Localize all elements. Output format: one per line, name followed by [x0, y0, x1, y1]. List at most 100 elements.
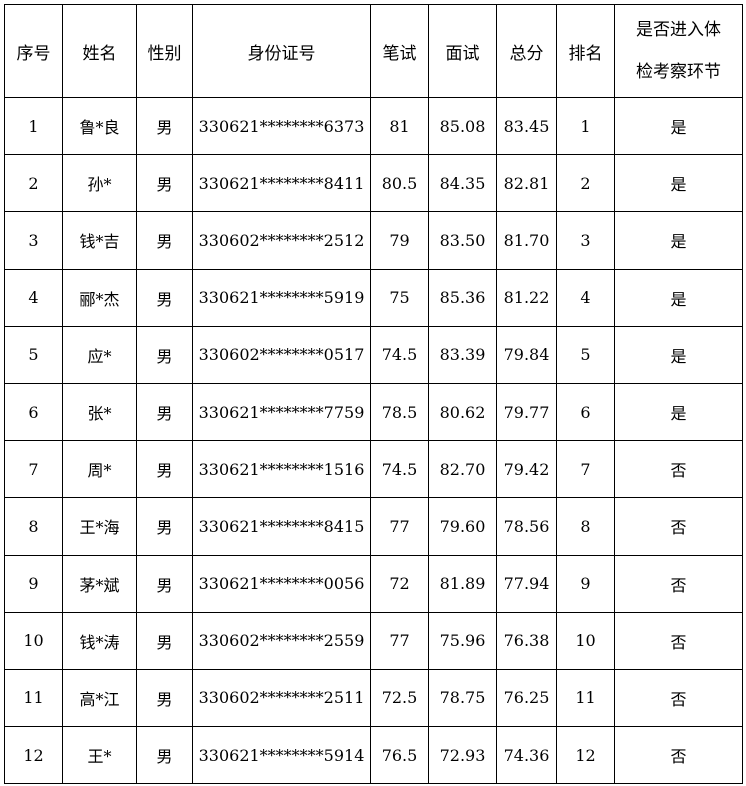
table-cell: 83.39	[428, 325, 497, 384]
table-cell: 85.08	[428, 96, 497, 156]
table-cell: 76.25	[496, 668, 557, 728]
table-cell: 83.50	[428, 211, 497, 270]
table-cell: 72.93	[428, 726, 497, 785]
table-cell: 3	[4, 211, 63, 270]
table-cell: 钱*吉	[62, 211, 137, 270]
table-cell: 是	[614, 154, 743, 213]
table-cell: 79	[370, 211, 429, 270]
table-cell: 王*	[62, 726, 137, 785]
header-text: 是否进入体检考察环节	[635, 20, 721, 82]
table-cell: 12	[4, 726, 63, 785]
table-cell: 男	[136, 96, 193, 156]
table-cell: 76.5	[370, 726, 429, 785]
table-cell: 男	[136, 440, 193, 499]
table-cell: 是	[614, 268, 743, 327]
header-text: 序号	[16, 43, 51, 64]
table-cell: 85.36	[428, 268, 497, 327]
table-cell: 男	[136, 325, 193, 384]
table-cell: 周*	[62, 440, 137, 499]
table-cell: 男	[136, 154, 193, 213]
table-cell: 7	[556, 440, 615, 499]
header-text: 性别	[147, 43, 182, 64]
header-text: 姓名	[82, 43, 117, 64]
table-cell: 77	[370, 497, 429, 556]
table-row: 7 周* 男 330621********1516 74.5 82.70 79.42 7 否	[4, 440, 743, 499]
header-text: 身份证号	[247, 43, 316, 64]
table-cell: 2	[4, 154, 63, 213]
table-cell: 茅*斌	[62, 554, 137, 613]
table-cell: 3	[556, 211, 615, 270]
table-row: 9 茅*斌男 330621********0056 72 81.89 77.94 9 否	[4, 554, 743, 613]
table-cell: 男	[136, 554, 193, 613]
table-cell: 81	[370, 96, 429, 156]
table-row: 10 钱*涛男 330602********2559 77 75.96 76.38 10 否	[4, 611, 743, 670]
table-cell: 高*江	[62, 668, 137, 728]
table-cell: 82.81	[496, 154, 557, 213]
table-cell: 330621********8415	[192, 497, 371, 556]
table-cell: 79.84	[496, 325, 557, 384]
table-cell: 男	[136, 668, 193, 728]
table-body: 1 鲁*良男 330621********6373 81 85.08 83.45 1 是 2 孙*…	[4, 96, 743, 785]
table-cell: 9	[4, 554, 63, 613]
table-cell: 78.75	[428, 668, 497, 728]
header-cell: 身份证号	[192, 4, 371, 98]
table-cell: 330621********7759	[192, 382, 371, 442]
table-cell: 鲁*良	[62, 96, 137, 156]
table-cell: 9	[556, 554, 615, 613]
table-cell: 否	[614, 611, 743, 670]
table-row: 12 王* 男 330621********5914 76.5 72.93 74.36 12 否	[4, 726, 743, 785]
table-row: 4 郦*杰男 330621********5919 75 85.36 81.22 4 是	[4, 268, 743, 327]
table-cell: 5	[4, 325, 63, 384]
table-cell: 王*海	[62, 497, 137, 556]
table-cell: 2	[556, 154, 615, 213]
table-cell: 80.62	[428, 382, 497, 442]
table-cell: 男	[136, 611, 193, 670]
table-cell: 1	[556, 96, 615, 156]
table-cell: 10	[556, 611, 615, 670]
table-cell: 72.5	[370, 668, 429, 728]
table-row: 8 王*海男 330621********8415 77 79.60 78.56 8 否	[4, 497, 743, 556]
table-cell: 4	[556, 268, 615, 327]
table-cell: 否	[614, 497, 743, 556]
table-cell: 82.70	[428, 440, 497, 499]
table-cell: 男	[136, 382, 193, 442]
table-cell: 74.5	[370, 325, 429, 384]
table-cell: 是	[614, 325, 743, 384]
table-cell: 4	[4, 268, 63, 327]
table-cell: 1	[4, 96, 63, 156]
header-cell: 笔试	[370, 4, 429, 98]
table-row: 5 应* 男 330602********0517 74.5 83.39 79.84 5 是	[4, 325, 743, 384]
table-row: 3 钱*吉男 330602********2512 79 83.50 81.70 3 是	[4, 211, 743, 270]
table-cell: 应*	[62, 325, 137, 384]
table-cell: 是	[614, 382, 743, 442]
table-cell: 79.42	[496, 440, 557, 499]
table-cell: 男	[136, 497, 193, 556]
table-cell: 孙*	[62, 154, 137, 213]
table-cell: 11	[556, 668, 615, 728]
table-cell: 7	[4, 440, 63, 499]
table-cell: 330621********0056	[192, 554, 371, 613]
table-cell: 否	[614, 668, 743, 728]
table-cell: 6	[4, 382, 63, 442]
table-cell: 78.5	[370, 382, 429, 442]
table-cell: 72	[370, 554, 429, 613]
table-cell: 75	[370, 268, 429, 327]
table-cell: 81.70	[496, 211, 557, 270]
header-text: 笔试	[382, 43, 417, 64]
table-cell: 8	[4, 497, 63, 556]
table-cell: 11	[4, 668, 63, 728]
table-cell: 330621********1516	[192, 440, 371, 499]
table-cell: 是	[614, 96, 743, 156]
header-cell: 姓名	[62, 4, 137, 98]
table-row: 2 孙* 男 330621********8411 80.5 84.35 82.81 2 是	[4, 154, 743, 213]
header-cell: 序号	[4, 4, 63, 98]
table-cell: 77	[370, 611, 429, 670]
table-cell: 330621********5914	[192, 726, 371, 785]
table-row: 11 高*江男 330602********2511 72.5 78.75 76.25 11…	[4, 668, 743, 728]
table-cell: 78.56	[496, 497, 557, 556]
header-row: 序号 姓名 性别 身份证号 笔试 面试 总分 排名 是否进入体检考察环节	[4, 4, 743, 98]
header-text: 排名	[568, 43, 603, 64]
table-cell: 10	[4, 611, 63, 670]
table-cell: 330621********6373	[192, 96, 371, 156]
table-cell: 330602********2512	[192, 211, 371, 270]
